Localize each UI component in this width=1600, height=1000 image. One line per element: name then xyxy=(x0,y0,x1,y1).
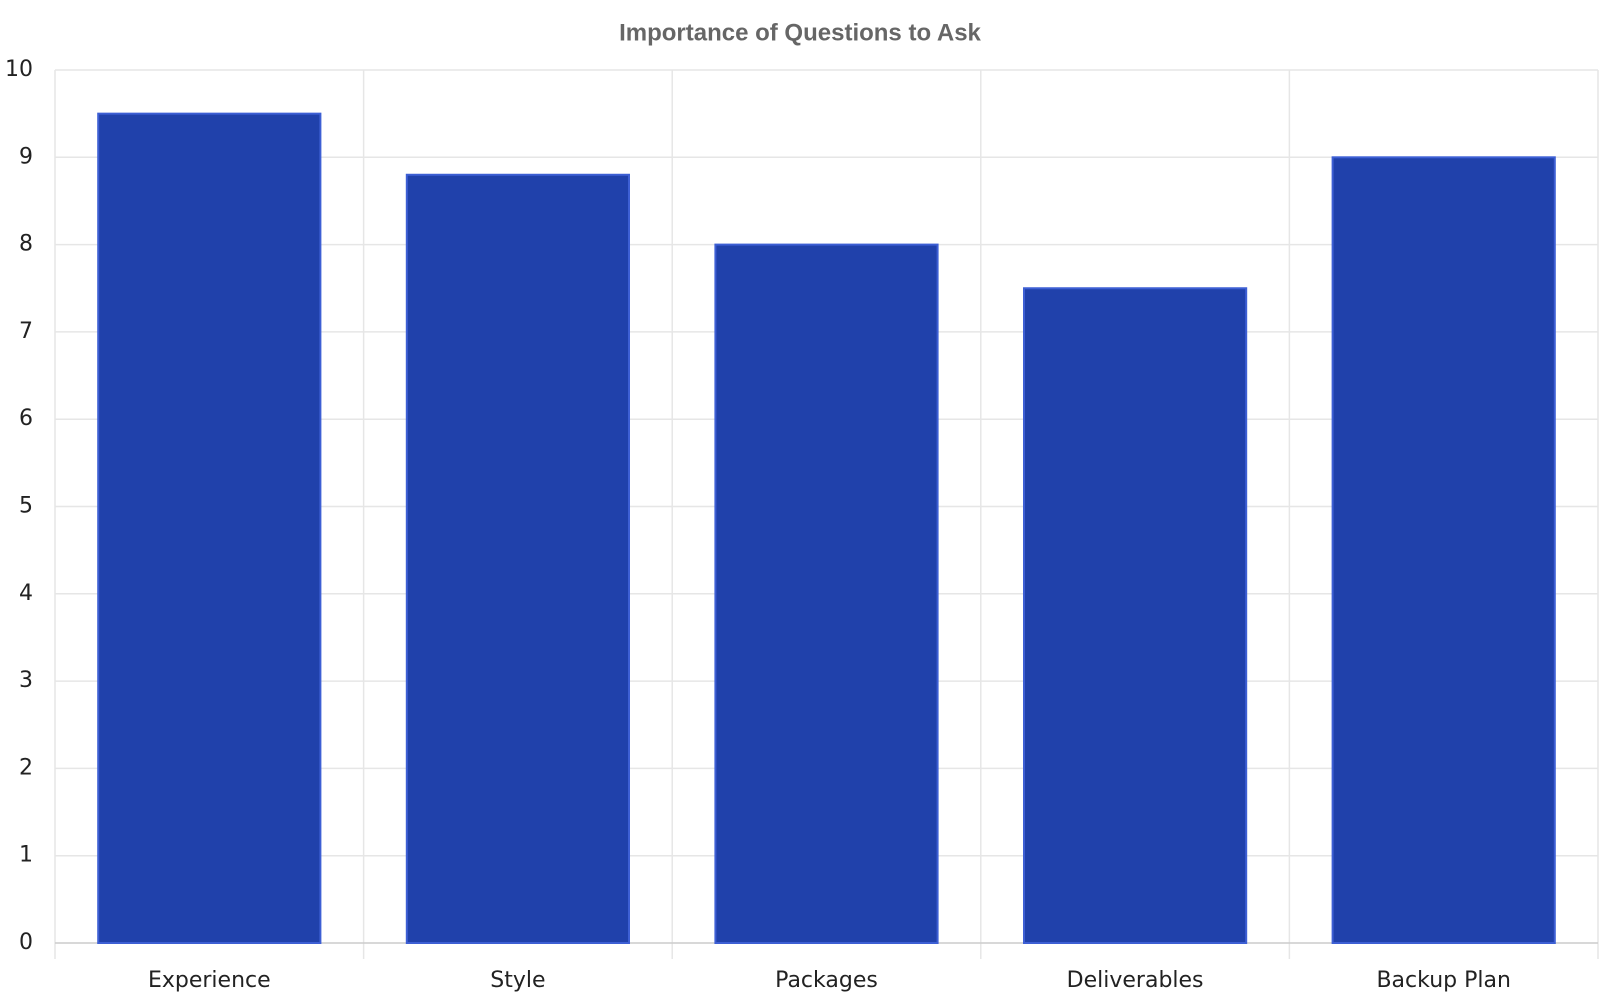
bar xyxy=(405,173,630,944)
chart-title: Importance of Questions to Ask xyxy=(619,19,981,46)
x-tick-label: Style xyxy=(490,968,545,993)
y-tick-label: 7 xyxy=(19,319,33,344)
y-tick-label: 3 xyxy=(19,668,33,693)
x-tick-label: Packages xyxy=(775,968,878,993)
x-tick-label: Backup Plan xyxy=(1376,968,1510,993)
y-tick-label: 5 xyxy=(19,494,33,519)
bar xyxy=(1331,156,1556,945)
bar xyxy=(97,112,322,944)
y-tick-label: 0 xyxy=(19,930,33,955)
x-tick-label: Deliverables xyxy=(1067,968,1204,993)
y-tick-label: 2 xyxy=(19,755,33,780)
y-tick-label: 1 xyxy=(19,843,33,868)
y-tick-label: 9 xyxy=(19,144,33,169)
y-tick-label: 6 xyxy=(19,406,33,431)
y-tick-label: 8 xyxy=(19,232,33,257)
y-tick-label: 10 xyxy=(5,57,33,82)
y-tick-label: 4 xyxy=(19,581,33,606)
bar xyxy=(1023,287,1248,944)
x-tick-label: Experience xyxy=(148,968,271,993)
bar xyxy=(714,243,939,945)
